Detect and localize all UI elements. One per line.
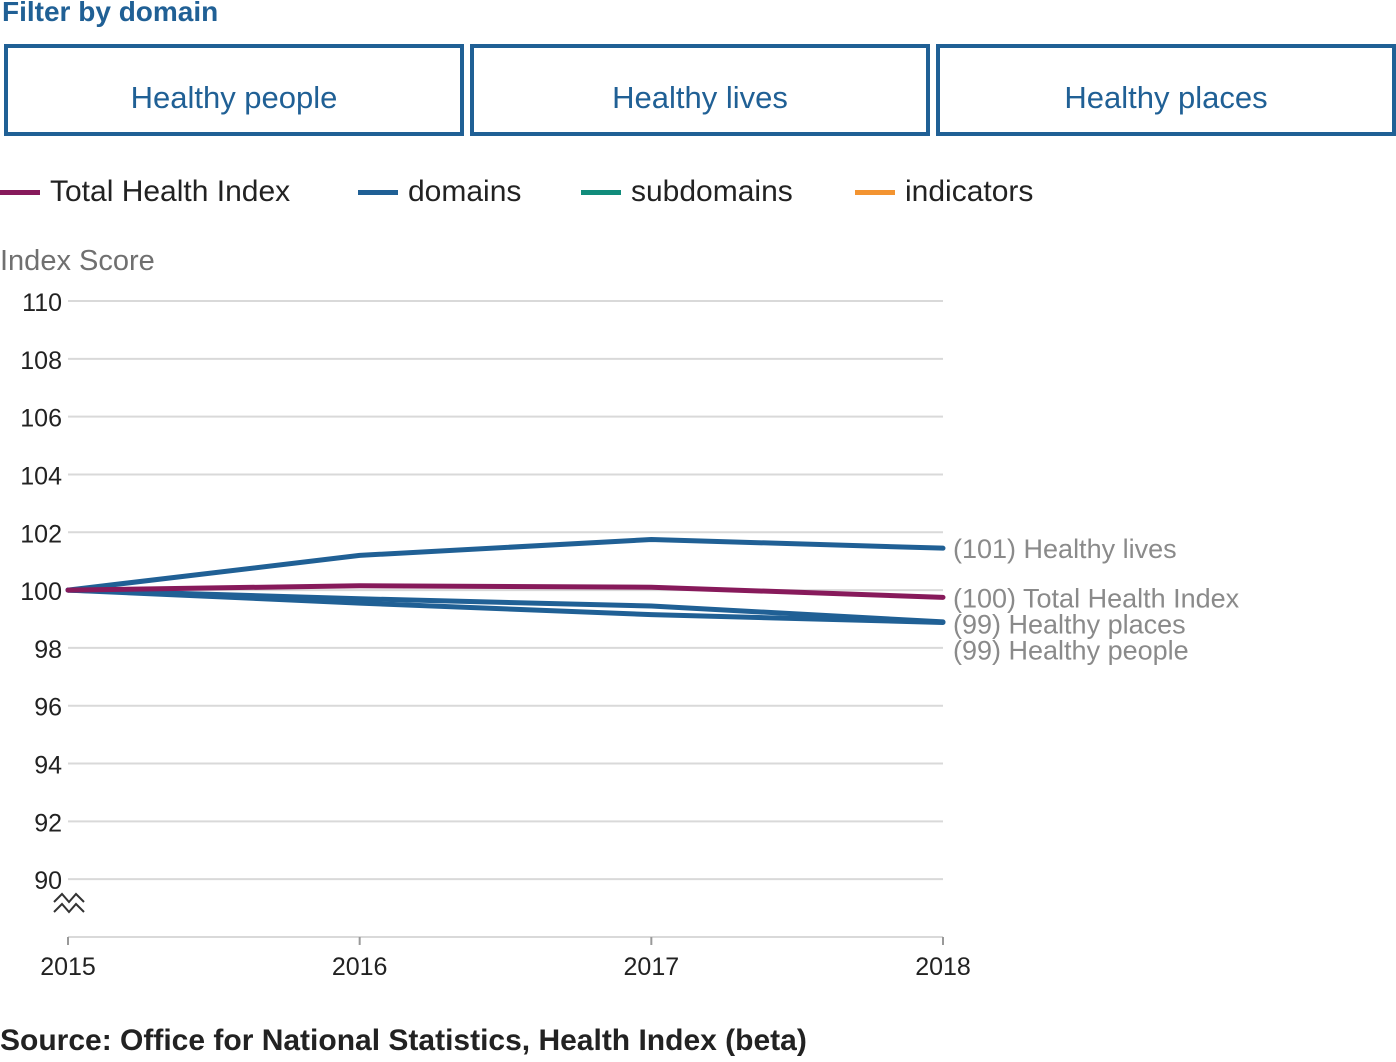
end-label-healthy-places: (99) Healthy places bbox=[953, 609, 1186, 639]
y-tick-label-92: 92 bbox=[34, 809, 62, 837]
y-tick-label-94: 94 bbox=[34, 752, 62, 780]
filter-button-healthy-lives[interactable]: Healthy lives bbox=[470, 44, 930, 136]
y-tick-label-106: 106 bbox=[20, 405, 62, 433]
filter-button-healthy-people[interactable]: Healthy people bbox=[4, 44, 464, 136]
legend-item-domains: domains bbox=[358, 172, 521, 212]
legend-label-indicators: indicators bbox=[905, 175, 1034, 208]
legend-item-indicators: indicators bbox=[855, 172, 1033, 212]
legend-label-domains: domains bbox=[408, 175, 522, 208]
series-line-healthy-people bbox=[65, 587, 946, 625]
y-axis-title: Index Score bbox=[0, 245, 155, 277]
legend-label-subdomains: subdomains bbox=[631, 175, 793, 208]
legend-swatch-indicators bbox=[855, 189, 895, 195]
legend-item-subdomains: subdomains bbox=[581, 172, 793, 212]
source-note: Source: Office for National Statistics, … bbox=[0, 1024, 807, 1057]
legend-swatch-subdomains bbox=[581, 189, 621, 195]
axis-break-mark-lower bbox=[53, 902, 85, 914]
y-tick-label-100: 100 bbox=[20, 578, 62, 606]
end-label-healthy-lives: (101) Healthy lives bbox=[953, 534, 1177, 564]
filter-title: Filter by domain bbox=[2, 0, 219, 27]
x-tick-label-2018: 2018 bbox=[915, 953, 971, 981]
y-tick-label-108: 108 bbox=[20, 347, 62, 375]
legend-swatch-domains bbox=[358, 189, 398, 195]
y-tick-label-110: 110 bbox=[22, 289, 62, 317]
y-tick-label-102: 102 bbox=[20, 520, 62, 548]
axis-break-mark-upper bbox=[53, 892, 85, 904]
legend-item-total-health-index: Total Health Index bbox=[0, 172, 290, 212]
legend-swatch-total bbox=[0, 189, 40, 195]
series-line-healthy-lives bbox=[65, 537, 946, 593]
x-tick-label-2016: 2016 bbox=[332, 953, 388, 981]
y-tick-label-96: 96 bbox=[34, 694, 62, 722]
x-tick-label-2017: 2017 bbox=[624, 953, 680, 981]
y-tick-label-98: 98 bbox=[34, 636, 62, 664]
y-tick-label-104: 104 bbox=[20, 462, 62, 490]
y-tick-label-90: 90 bbox=[34, 867, 62, 895]
end-label-total-health-index: (100) Total Health Index bbox=[953, 583, 1240, 613]
legend-label-total: Total Health Index bbox=[50, 175, 291, 208]
end-label-healthy-people: (99) Healthy people bbox=[953, 635, 1189, 665]
series-line-total-health-index bbox=[65, 583, 946, 600]
x-tick-label-2015: 2015 bbox=[40, 953, 96, 981]
filter-button-healthy-places[interactable]: Healthy places bbox=[936, 44, 1396, 136]
